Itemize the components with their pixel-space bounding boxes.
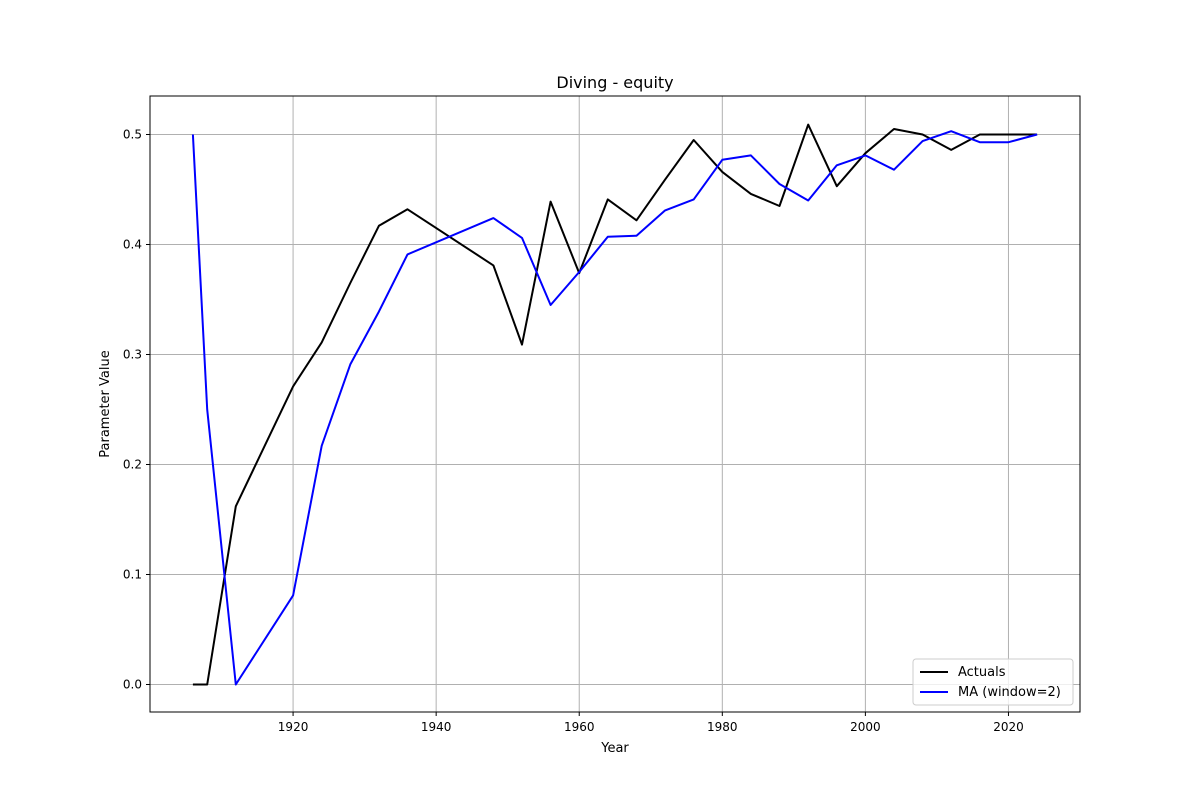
legend-box [912,658,1074,706]
grid-lines [150,96,1080,712]
x-axis-label: Year [600,741,629,756]
x-tick-label: 2000 [850,720,881,734]
series-line-ma [191,130,1038,686]
chart-title: Diving - equity [556,73,673,92]
x-tick-label: 1920 [278,720,309,734]
axis-ticks: 1920 1940 1960 1980 2000 2020 0.0 0.1 0.2 0.3 0.4 0… [123,128,1024,735]
y-axis-label: Parameter Value [98,350,113,457]
y-tick-label: 0.5 [123,128,142,142]
plot-area [150,96,1080,712]
x-tick-label: 1960 [564,720,595,734]
y-tick-label: 0.4 [123,238,142,252]
x-tick-label: 2020 [993,720,1024,734]
x-tick-label: 1940 [421,720,452,734]
y-tick-label: 0.2 [123,458,142,472]
plot-frame [149,95,1081,713]
x-tick-label: 1980 [707,720,738,734]
series-lines [191,123,1038,686]
y-tick-label: 0.3 [123,348,142,362]
legend-label-ma: MA (window=2) [958,685,1061,700]
series-line-actuals [192,123,1038,686]
legend: Actuals MA (window=2) [912,658,1074,706]
legend-label-actuals: Actuals [958,665,1006,680]
y-tick-label: 0.1 [123,568,142,582]
y-tick-label: 0.0 [123,678,142,692]
